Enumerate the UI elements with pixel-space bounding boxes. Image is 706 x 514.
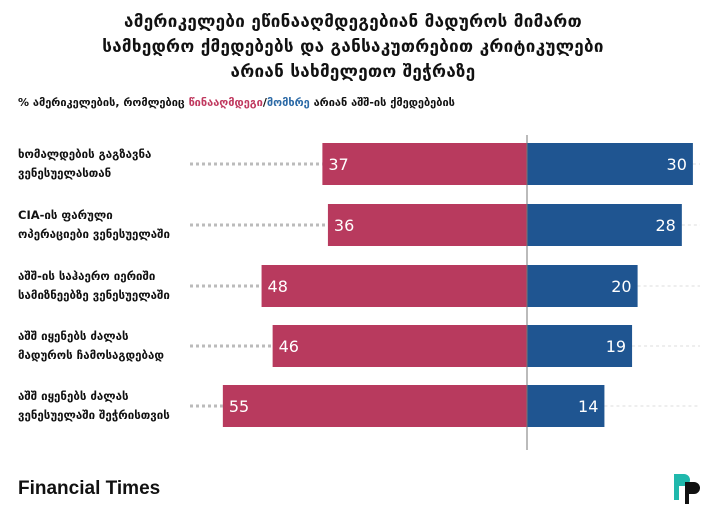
bar-oppose bbox=[261, 265, 527, 307]
bar-support bbox=[527, 325, 633, 367]
legend-oppose: წინააღმდეგი bbox=[188, 96, 263, 109]
value-label-support: 14 bbox=[578, 397, 598, 416]
value-label-oppose: 37 bbox=[328, 155, 348, 174]
title-line: არიან სახმელეთო შეჭრაზე bbox=[230, 62, 476, 82]
category-label-line: CIA-ის ფარული bbox=[18, 208, 113, 222]
source-label: Financial Times bbox=[18, 478, 161, 499]
bar-support bbox=[527, 385, 605, 427]
category-label: აშშ იყენებს ძალას მადუროს ჩამოსაგდებად bbox=[18, 327, 208, 365]
category-label-line: აშშ იყენებს ძალას bbox=[18, 389, 129, 403]
value-label-oppose: 36 bbox=[334, 216, 354, 235]
category-label: აშშ-ის საჰაერო იერიში სამიზნეებზე ვენესუე… bbox=[18, 267, 208, 305]
bar-support bbox=[527, 204, 682, 246]
chart-title: ამერიკელები ეწინააღმდეგებიან მადუროს მიმ… bbox=[0, 10, 706, 85]
chart-subtitle: % ამერიკელების, რომლებიც წინააღმდეგი/მომ… bbox=[18, 96, 455, 109]
subtitle-prefix: % ამერიკელების, რომლებიც bbox=[18, 96, 189, 109]
category-label-line: აშშ-ის საჰაერო იერიში bbox=[18, 269, 156, 283]
value-label-support: 28 bbox=[655, 216, 675, 235]
legend-support: მომხრე bbox=[266, 96, 310, 109]
subtitle-sep: / bbox=[262, 96, 267, 109]
category-label-line: ოპერაციები ვენესუელაში bbox=[18, 227, 170, 241]
value-label-oppose: 55 bbox=[229, 397, 249, 416]
bar-oppose bbox=[272, 325, 527, 367]
category-label: აშშ იყენებს ძალას ვენესუელაში შეჭრისთვის bbox=[18, 387, 208, 425]
bar-oppose bbox=[322, 143, 527, 185]
value-label-oppose: 48 bbox=[268, 277, 288, 296]
bar-oppose bbox=[327, 204, 527, 246]
category-label-line: მადუროს ჩამოსაგდებად bbox=[18, 348, 164, 362]
subtitle-suffix: არიან აშშ-ის ქმედებების bbox=[309, 96, 455, 109]
category-label-line: ვენესუელაში შეჭრისთვის bbox=[18, 408, 170, 422]
category-label: ხომალდების გაგზავნა ვენესუელასთან bbox=[18, 145, 208, 183]
category-label-line: სამიზნეებზე ვენესუელაში bbox=[18, 288, 170, 302]
bar-support bbox=[527, 143, 693, 185]
value-label-oppose: 46 bbox=[279, 337, 299, 356]
bar-support bbox=[527, 265, 638, 307]
category-label: CIA-ის ფარული ოპერაციები ვენესუელაში bbox=[18, 206, 208, 244]
publisher-logo-icon bbox=[674, 474, 700, 504]
value-label-support: 20 bbox=[611, 277, 631, 296]
category-label-line: ვენესუელასთან bbox=[18, 166, 112, 180]
bar-oppose bbox=[222, 385, 527, 427]
category-label-line: აშშ იყენებს ძალას bbox=[18, 329, 129, 343]
value-label-support: 30 bbox=[667, 155, 687, 174]
title-line: ამერიკელები ეწინააღმდეგებიან მადუროს მიმ… bbox=[124, 12, 582, 32]
value-label-support: 19 bbox=[606, 337, 626, 356]
title-line: სამხედრო ქმედებებს და განსაკუთრებით კრიტ… bbox=[102, 37, 604, 57]
category-label-line: ხომალდების გაგზავნა bbox=[18, 147, 152, 161]
